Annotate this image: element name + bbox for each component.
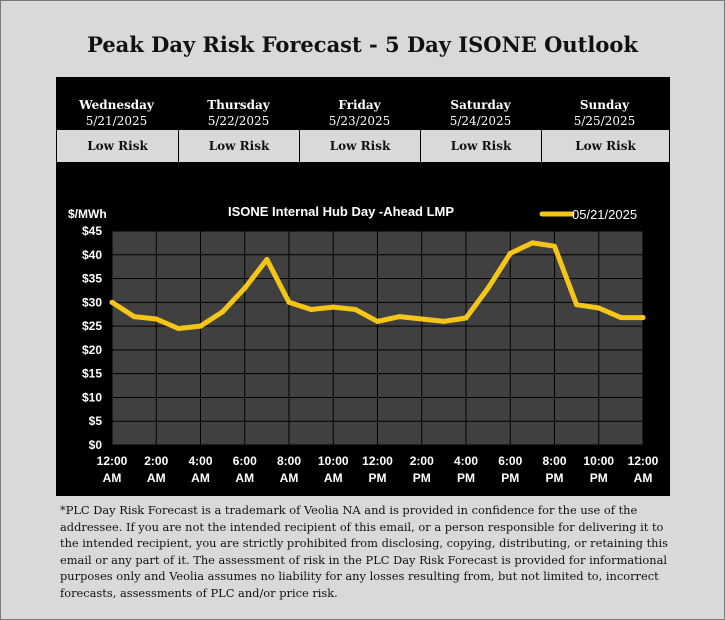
day-name: Sunday xyxy=(579,98,630,112)
x-tick-label: AM xyxy=(634,471,653,485)
x-tick-label: AM xyxy=(147,471,166,485)
x-tick-label: PM xyxy=(413,471,431,485)
x-tick-label: 12:00 xyxy=(628,454,659,468)
day-header-1: Thursday 5/22/2025 xyxy=(178,97,299,129)
data-point xyxy=(596,305,602,311)
data-point xyxy=(220,309,226,315)
x-tick-label: 12:00 xyxy=(362,454,393,468)
data-point xyxy=(264,257,270,263)
x-tick-label: AM xyxy=(191,471,210,485)
x-tick-label: PM xyxy=(546,471,564,485)
data-point xyxy=(242,285,248,291)
day-date: 5/25/2025 xyxy=(573,114,636,128)
x-tick-label: 6:00 xyxy=(233,454,257,468)
data-point xyxy=(375,318,380,324)
data-point xyxy=(507,250,513,256)
data-point xyxy=(131,314,137,320)
data-point xyxy=(574,302,580,308)
y-tick-label: $45 xyxy=(82,224,102,238)
chart-title: ISONE Internal Hub Day -Ahead LMP xyxy=(228,204,454,219)
day-header-3: Saturday 5/24/2025 xyxy=(420,97,541,129)
risk-cell-4: Low Risk xyxy=(575,139,636,153)
disclaimer-text: *PLC Day Risk Forecast is a trademark of… xyxy=(60,503,668,600)
data-point xyxy=(330,304,336,310)
x-tick-label: 10:00 xyxy=(318,454,349,468)
day-header-4: Sunday 5/25/2025 xyxy=(544,97,665,129)
x-tick-label: AM xyxy=(103,471,122,485)
data-point xyxy=(308,306,314,312)
x-tick-label: PM xyxy=(501,471,519,485)
day-name: Friday xyxy=(338,98,381,112)
y-tick-label: $35 xyxy=(82,272,102,286)
data-point xyxy=(529,240,535,246)
day-header-0: Wednesday 5/21/2025 xyxy=(56,97,177,129)
x-tick-label: 8:00 xyxy=(542,454,566,468)
y-axis-label: $/MWh xyxy=(68,207,107,221)
x-tick-label: 6:00 xyxy=(498,454,522,468)
data-point xyxy=(552,243,557,249)
data-point xyxy=(640,315,646,321)
risk-cell-1: Low Risk xyxy=(179,130,300,162)
x-tick-label: 8:00 xyxy=(277,454,301,468)
data-point xyxy=(198,323,203,329)
data-point xyxy=(153,316,159,322)
y-tick-label: $0 xyxy=(89,438,103,452)
lmp-chart: $0 $5 $10 $15 $20 $25 $30 $35 $40 $45 12:00 AM 2:00 A… xyxy=(68,204,659,485)
risk-cell-2: Low Risk xyxy=(300,130,421,162)
data-point xyxy=(618,315,624,321)
day-date: 5/22/2025 xyxy=(207,114,270,128)
day-header-2: Friday 5/23/2025 xyxy=(299,97,420,129)
x-tick-label: AM xyxy=(324,471,343,485)
legend-label: 05/21/2025 xyxy=(572,207,637,222)
x-tick-label: 10:00 xyxy=(583,454,614,468)
x-tick-label: AM xyxy=(280,471,299,485)
day-name: Thursday xyxy=(207,98,270,112)
data-point xyxy=(397,314,403,320)
x-tick-label: PM xyxy=(590,471,608,485)
y-tick-label: $20 xyxy=(82,343,102,357)
data-point xyxy=(286,299,292,305)
day-date: 5/23/2025 xyxy=(328,114,391,128)
page-title: Peak Day Risk Forecast - 5 Day ISONE Out… xyxy=(87,32,638,57)
data-point xyxy=(175,325,181,331)
x-tick-label: 12:00 xyxy=(97,454,128,468)
data-point xyxy=(109,299,115,305)
day-name: Wednesday xyxy=(79,98,154,112)
x-tick-label: 2:00 xyxy=(144,454,168,468)
day-name: Saturday xyxy=(450,98,511,112)
risk-cell-0: Low Risk xyxy=(57,130,179,162)
y-tick-label: $30 xyxy=(82,295,102,309)
x-tick-label: PM xyxy=(369,471,387,485)
risk-row: Low Risk Low Risk Low Risk Low Risk Low … xyxy=(57,130,669,162)
data-point xyxy=(419,316,425,322)
y-tick-label: $10 xyxy=(82,390,102,404)
y-tick-label: $5 xyxy=(89,414,103,428)
data-point xyxy=(485,285,491,291)
data-point xyxy=(352,306,358,312)
x-tick-label: AM xyxy=(235,471,254,485)
x-tick-label: 2:00 xyxy=(410,454,434,468)
y-tick-label: $25 xyxy=(82,319,102,333)
data-point xyxy=(441,318,447,324)
y-tick-label: $15 xyxy=(82,367,102,381)
data-point xyxy=(463,315,469,321)
x-tick-label: 4:00 xyxy=(454,454,478,468)
x-tick-label: 4:00 xyxy=(188,454,212,468)
x-tick-label: PM xyxy=(457,471,475,485)
risk-cell-3: Low Risk xyxy=(421,130,542,162)
y-tick-label: $40 xyxy=(82,248,102,262)
day-date: 5/24/2025 xyxy=(449,114,512,128)
day-date: 5/21/2025 xyxy=(85,114,148,128)
